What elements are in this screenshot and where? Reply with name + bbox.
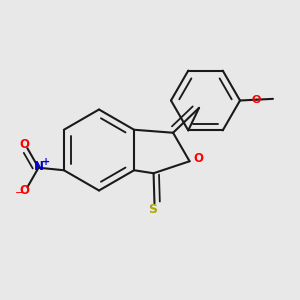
Text: +: +: [42, 157, 50, 167]
Text: O: O: [19, 138, 29, 151]
Text: −: −: [15, 188, 25, 198]
Text: S: S: [148, 203, 158, 216]
Text: O: O: [252, 95, 261, 105]
Text: O: O: [193, 152, 203, 165]
Text: N: N: [34, 160, 44, 173]
Text: O: O: [19, 184, 29, 197]
